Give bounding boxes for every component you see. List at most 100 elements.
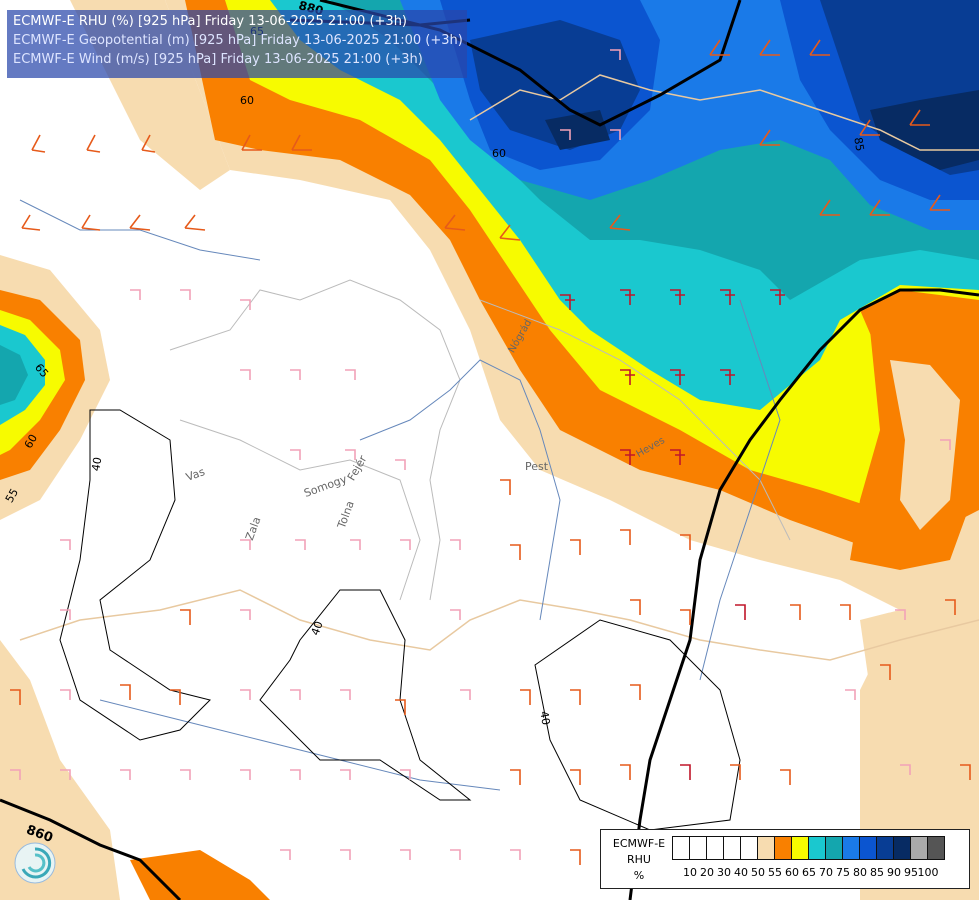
wind-barb xyxy=(290,369,301,380)
wind-barb xyxy=(840,604,851,620)
wind-barb xyxy=(240,609,251,620)
legend-swatch xyxy=(672,836,690,860)
wind-barb xyxy=(120,684,131,700)
wind-barb xyxy=(560,294,575,310)
title-wind: ECMWF-E Wind (m/s) [925 hPa] Friday 13-0… xyxy=(13,52,423,67)
wind-barb xyxy=(570,769,581,785)
contour-label-rhu-40: 40 xyxy=(309,619,326,637)
wind-barb xyxy=(735,604,746,620)
wind-barb xyxy=(290,449,301,460)
wind-barb xyxy=(395,459,406,470)
legend-tick-label: 70 xyxy=(819,866,833,879)
wind-barb xyxy=(610,49,621,60)
wind-barb xyxy=(130,289,141,300)
wind-barb xyxy=(720,369,735,385)
wind-barb xyxy=(184,214,206,231)
wind-barb xyxy=(60,769,71,780)
rhu-contour-40-c xyxy=(259,589,472,801)
wind-barb xyxy=(500,479,511,495)
wind-barb xyxy=(291,134,312,151)
legend-swatch xyxy=(910,836,928,860)
wind-barb xyxy=(900,764,911,775)
contour-label-rhu-60: 60 xyxy=(492,147,506,160)
wind-barb xyxy=(510,544,521,560)
river-tisza xyxy=(699,299,781,681)
wind-barb xyxy=(60,609,71,620)
wind-barb xyxy=(345,369,356,380)
legend-tick-label: 40 xyxy=(734,866,748,879)
legend-swatches xyxy=(672,836,945,862)
legend-swatch xyxy=(876,836,894,860)
wind-barb xyxy=(120,769,131,780)
rhu-contours xyxy=(59,409,741,831)
wind-barb xyxy=(510,769,521,785)
wind-barb xyxy=(940,439,951,450)
legend-swatch xyxy=(774,836,792,860)
rhu-legend: ECMWF-E RHU % 10 20 30 40 50 55 60 65 70 75 80 85 90… xyxy=(600,829,970,889)
wind-barb xyxy=(670,449,685,465)
wind-barb xyxy=(141,134,156,153)
wind-barb xyxy=(81,214,101,231)
legend-tick-label: 100 xyxy=(917,866,939,879)
rhu-contour-40-e xyxy=(534,619,741,831)
wind-barb xyxy=(499,224,521,241)
wind-barb xyxy=(630,684,641,700)
wind-barb xyxy=(730,764,741,780)
wind-barb xyxy=(720,289,735,305)
wind-barb xyxy=(780,769,791,785)
county-border-b xyxy=(179,419,421,601)
wind-barb xyxy=(280,849,291,860)
legend-label: ECMWF-E RHU % xyxy=(607,836,671,884)
title-geopotential: ECMWF-E Geopotential (m) [925 hPa] Frida… xyxy=(13,33,463,48)
wind-barb xyxy=(180,769,191,780)
wind-barb xyxy=(31,134,46,153)
region-label-zala: Zala xyxy=(243,515,263,542)
wind-barb xyxy=(241,134,262,151)
legend-tick-label: 75 xyxy=(836,866,850,879)
river-danube xyxy=(359,359,561,621)
wind-barb xyxy=(180,289,191,300)
region-label-vas: Vas xyxy=(184,465,207,484)
wind-barb xyxy=(60,539,71,550)
wind-barb xyxy=(240,689,251,700)
contour-label-rhu-40: 40 xyxy=(89,456,104,472)
wind-barb xyxy=(400,849,411,860)
wind-barb xyxy=(400,769,411,780)
rhu-area-60-s xyxy=(130,850,270,900)
wind-barb xyxy=(609,214,631,231)
legend-tick-label: 20 xyxy=(700,866,714,879)
wind-barb xyxy=(859,119,880,136)
legend-swatch xyxy=(791,836,809,860)
wind-barb xyxy=(345,449,356,460)
legend-swatch xyxy=(740,836,758,860)
wind-barb xyxy=(290,689,301,700)
wind-barb xyxy=(560,129,571,140)
wind-barb xyxy=(295,539,306,550)
title-rhu: ECMWF-E RHU (%) [925 hPa] Friday 13-06-2… xyxy=(13,14,407,29)
geo-contour-860 xyxy=(628,288,979,900)
wind-barb xyxy=(929,194,950,211)
river-misc xyxy=(19,199,261,261)
rhu-area-75-w xyxy=(0,345,28,405)
legend-tick-label: 85 xyxy=(870,866,884,879)
wind-barb xyxy=(240,539,251,550)
legend-swatch xyxy=(723,836,741,860)
wind-barb xyxy=(869,199,890,216)
wind-barb xyxy=(680,534,691,550)
legend-tick-label: 65 xyxy=(802,866,816,879)
wind-barb xyxy=(759,39,780,56)
wind-barb xyxy=(670,369,685,385)
rhu-contour-40-w xyxy=(59,409,211,741)
contour-label-rhu-40: 40 xyxy=(537,710,552,726)
legend-tick-label: 55 xyxy=(768,866,782,879)
wind-barb xyxy=(290,769,301,780)
region-label-pest: Pest xyxy=(525,460,549,473)
wind-barb xyxy=(170,689,181,705)
legend-swatch xyxy=(808,836,826,860)
contour-label-rhu-60: 60 xyxy=(22,432,40,451)
wind-barb xyxy=(909,109,930,126)
legend-tick-label: 80 xyxy=(853,866,867,879)
wind-barbs xyxy=(10,39,971,865)
